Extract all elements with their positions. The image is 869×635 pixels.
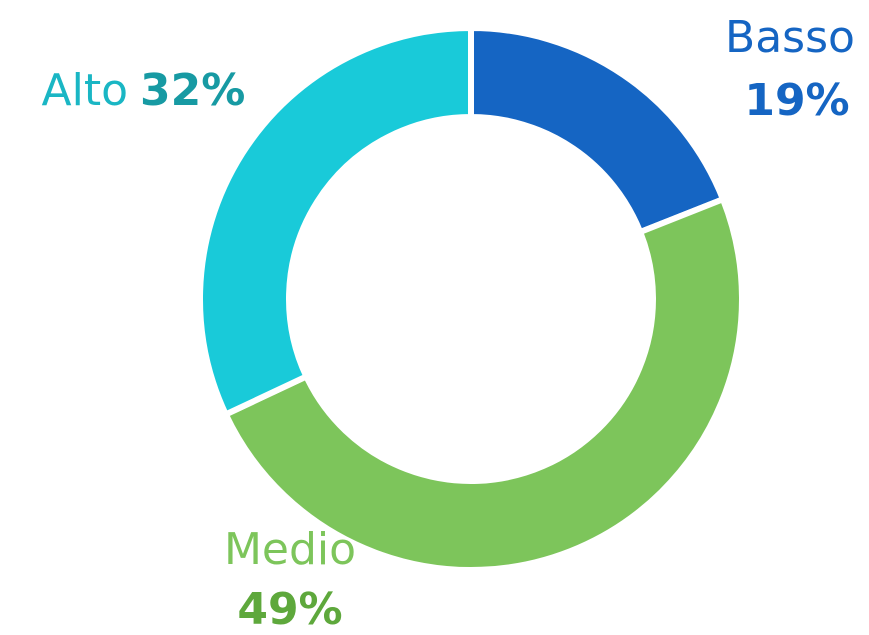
donut-slice [468, 24, 727, 236]
slice-label: Medio [224, 524, 356, 575]
slice-value: 49% [237, 584, 342, 635]
slice-value: 32% [140, 65, 245, 116]
slice-value: 19% [744, 75, 849, 126]
donut-slice [221, 195, 745, 573]
donut-slice [197, 24, 474, 419]
slice-label: Alto [42, 65, 129, 116]
slice-label: Basso [725, 12, 855, 63]
